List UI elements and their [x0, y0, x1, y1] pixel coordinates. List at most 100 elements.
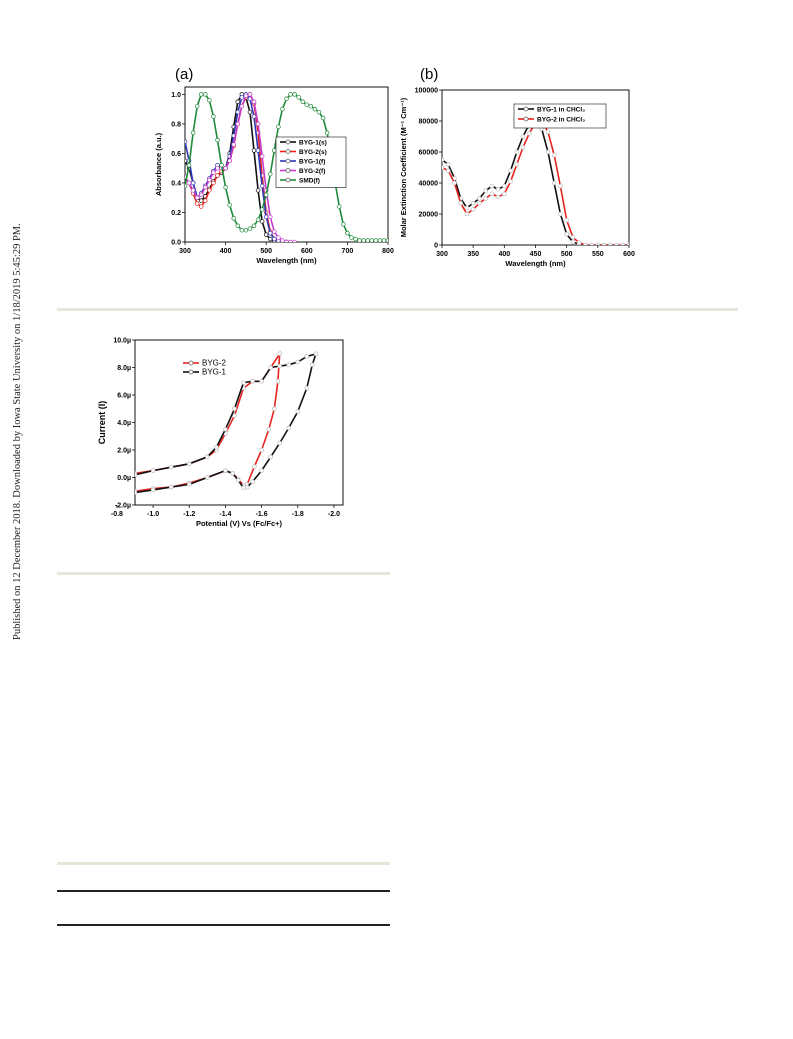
data-point-byg-1 [230, 471, 235, 476]
data-point-byg-2-in-chcl [570, 235, 576, 240]
data-point-smd-f [308, 103, 314, 109]
data-point-smd-f [231, 216, 236, 221]
data-point-smd-f [276, 124, 281, 130]
data-point-byg-2-in-chcl [527, 131, 532, 136]
series-line-byg-2-f [185, 93, 295, 242]
data-point-smd-f [251, 223, 257, 229]
legend-label: BYG-1(f) [299, 159, 325, 166]
legend-label: SMD(f) [299, 178, 320, 185]
legend-box [513, 103, 607, 129]
x-tick-label: 500 [561, 251, 573, 258]
data-point-byg-1-in-chcl [545, 149, 551, 155]
data-point-byg-2-in-chcl [551, 152, 557, 158]
data-point-byg-1-s [198, 198, 204, 203]
data-point-byg-2 [277, 351, 282, 357]
data-point-byg-1 [150, 468, 156, 473]
data-point-smd-f [190, 130, 196, 136]
data-point-smd-f [381, 238, 387, 242]
data-point-byg-2-in-chcl [620, 242, 626, 245]
data-point-byg-2-f [235, 121, 241, 127]
legend-label: BYG-1 in CHCl₃ [537, 107, 585, 114]
data-point-smd-f [219, 162, 224, 168]
data-point-smd-f [247, 226, 253, 231]
y-tick-label: 8.0µ [117, 365, 131, 372]
y-tick-label: 10.0µ [113, 338, 131, 345]
data-point-byg-2-f [239, 103, 245, 109]
legend-marker [285, 177, 291, 183]
data-point-byg-2-f [211, 170, 216, 175]
data-point-byg-2-s [207, 188, 212, 193]
x-tick-label: 400 [220, 248, 232, 255]
y-tick-label: 20000 [419, 212, 439, 219]
x-tick-label: 450 [530, 251, 542, 258]
data-point-smd-f [227, 202, 232, 208]
data-point-smd-f [280, 106, 285, 112]
data-point-byg-1 [187, 482, 192, 487]
data-point-byg-2-in-chcl [442, 165, 445, 170]
panel-label: (b) [420, 66, 438, 83]
data-point-byg-2-f [186, 180, 192, 186]
data-point-smd-f [186, 162, 192, 168]
data-point-smd-f [304, 102, 310, 107]
x-axis-title: Wavelength (nm) [505, 259, 566, 268]
data-point-byg-2-s [194, 201, 200, 206]
data-point-smd-f [369, 238, 375, 242]
section-divider-1 [57, 308, 738, 311]
data-point-byg-1-in-chcl [483, 188, 488, 193]
data-point-smd-f [385, 238, 388, 242]
data-point-smd-f [324, 130, 330, 136]
data-point-byg-1 [304, 385, 310, 391]
data-point-byg-1 [286, 362, 291, 367]
data-point-byg-1-in-chcl [442, 157, 445, 162]
x-tick-label: 600 [623, 251, 635, 258]
data-point-byg-1 [223, 427, 228, 432]
x-tick-label: 700 [342, 248, 354, 255]
data-point-byg-1 [295, 359, 301, 365]
data-point-byg-2-f [280, 238, 285, 242]
data-point-byg-2-f [272, 229, 277, 234]
data-point-smd-f [357, 238, 362, 242]
data-point-smd-f [288, 92, 293, 97]
data-point-byg-1-in-chcl [508, 168, 513, 173]
data-point-byg-2-f [190, 188, 196, 193]
data-point-byg-1 [277, 363, 282, 369]
series-line-byg-2-in-chcl [442, 120, 629, 245]
data-point-byg-2-in-chcl [483, 196, 488, 201]
data-point-byg-2-f [255, 121, 261, 127]
panel-label: (a) [175, 66, 193, 83]
y-tick-label: 0.0 [171, 240, 181, 247]
data-point-smd-f [211, 114, 216, 119]
data-point-byg-1 [235, 478, 241, 483]
data-point-byg-1-in-chcl [489, 183, 495, 189]
data-point-byg-1 [295, 409, 301, 414]
data-point-byg-1 [277, 440, 282, 446]
data-point-byg-2-in-chcl [458, 200, 463, 206]
data-point-byg-2-in-chcl [502, 191, 507, 197]
data-point-smd-f [272, 148, 277, 153]
data-point-smd-f [345, 230, 350, 236]
data-point-byg-2-s [211, 180, 216, 186]
data-point-smd-f [235, 223, 241, 229]
y-tick-label: 1.0 [171, 92, 181, 99]
data-point-byg-1-in-chcl [514, 149, 520, 155]
data-point-smd-f [239, 227, 245, 233]
x-tick-label: 350 [467, 251, 479, 258]
data-point-byg-2-f [292, 239, 297, 242]
data-point-smd-f [312, 106, 318, 112]
data-point-byg-1 [168, 484, 174, 490]
data-point-byg-2-s [203, 198, 208, 203]
data-point-byg-2-in-chcl [520, 145, 526, 150]
legend-label: BYG-1(s) [299, 140, 327, 147]
x-tick-label: -1.6 [256, 511, 268, 518]
data-point-byg-2-f [198, 192, 204, 198]
data-point-byg-1 [205, 475, 210, 480]
data-point-byg-2-s [215, 173, 220, 178]
data-point-smd-f [243, 227, 249, 233]
data-point-smd-f [203, 92, 208, 97]
legend-marker [285, 149, 291, 154]
data-point-byg-1-s [259, 219, 265, 224]
data-point-smd-f [349, 235, 354, 240]
data-point-byg-2-f [288, 239, 293, 242]
y-tick-label: 60000 [419, 150, 439, 157]
legend-marker [188, 369, 194, 375]
